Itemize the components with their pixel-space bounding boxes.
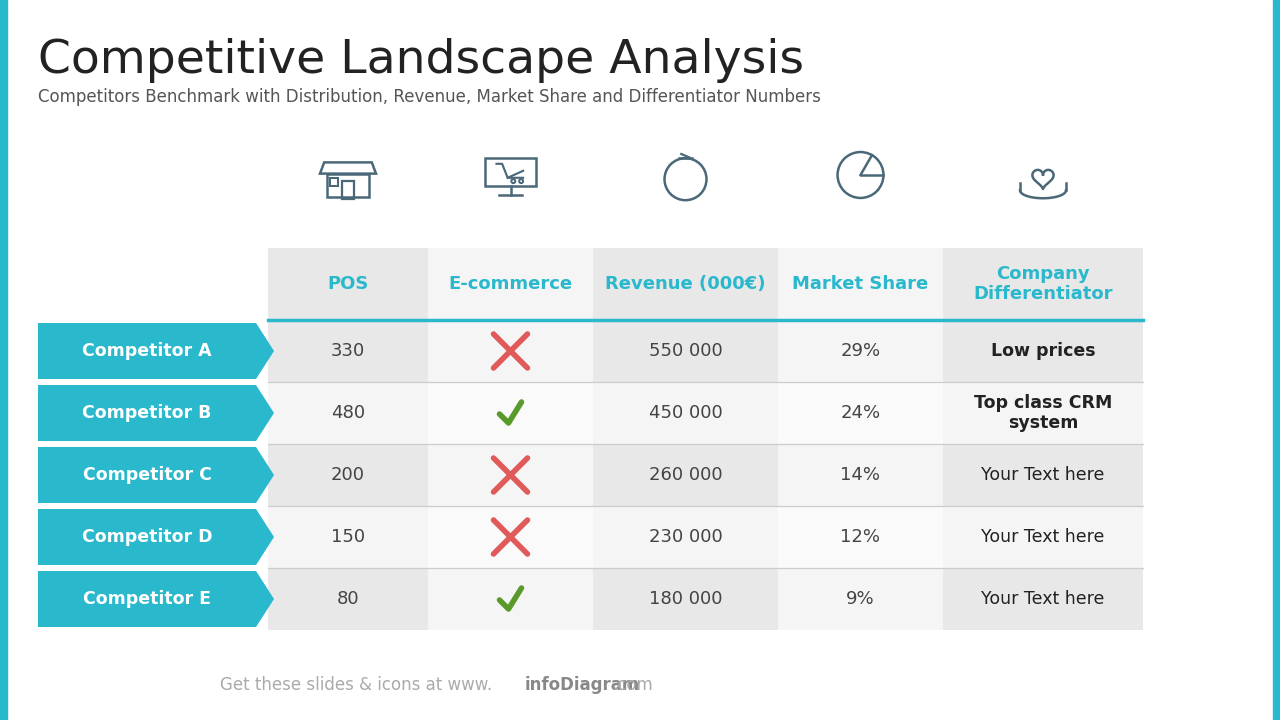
Text: .com: .com — [612, 676, 653, 694]
Bar — [943, 506, 1143, 568]
Bar — [778, 320, 943, 382]
Text: 450 000: 450 000 — [649, 404, 722, 422]
Text: 24%: 24% — [841, 404, 881, 422]
Bar — [428, 506, 593, 568]
Bar — [428, 382, 593, 444]
Text: 330: 330 — [330, 342, 365, 360]
Bar — [268, 248, 428, 320]
Text: Market Share: Market Share — [792, 275, 928, 293]
Text: Competitor D: Competitor D — [82, 528, 212, 546]
Bar — [593, 320, 778, 382]
Polygon shape — [38, 385, 274, 441]
Bar — [943, 444, 1143, 506]
Bar — [330, 178, 338, 186]
Text: 480: 480 — [332, 404, 365, 422]
Bar — [268, 320, 428, 382]
Bar — [268, 444, 428, 506]
Polygon shape — [38, 509, 274, 565]
Bar — [593, 382, 778, 444]
Bar — [943, 382, 1143, 444]
Bar — [593, 248, 778, 320]
Bar — [943, 320, 1143, 382]
Text: 80: 80 — [337, 590, 360, 608]
Text: Competitor A: Competitor A — [82, 342, 211, 360]
Bar — [778, 568, 943, 630]
Bar — [343, 181, 353, 199]
Text: 29%: 29% — [841, 342, 881, 360]
Text: 12%: 12% — [841, 528, 881, 546]
Text: Revenue (000€): Revenue (000€) — [605, 275, 765, 293]
Text: Competitor C: Competitor C — [83, 466, 211, 484]
Text: Your Text here: Your Text here — [982, 590, 1105, 608]
Bar — [428, 320, 593, 382]
Text: 200: 200 — [332, 466, 365, 484]
Bar — [268, 382, 428, 444]
Text: 180 000: 180 000 — [649, 590, 722, 608]
Text: Low prices: Low prices — [991, 342, 1096, 360]
Bar — [778, 248, 943, 320]
Bar — [428, 248, 593, 320]
Bar — [1274, 0, 1280, 720]
Bar — [593, 444, 778, 506]
Polygon shape — [38, 323, 274, 379]
Text: Company
Differentiator: Company Differentiator — [973, 265, 1112, 303]
Text: 260 000: 260 000 — [649, 466, 722, 484]
Text: Competitors Benchmark with Distribution, Revenue, Market Share and Differentiato: Competitors Benchmark with Distribution,… — [38, 88, 820, 106]
Text: 230 000: 230 000 — [649, 528, 722, 546]
Text: Competitor E: Competitor E — [83, 590, 211, 608]
Bar — [428, 568, 593, 630]
Bar — [485, 158, 536, 186]
Text: Competitive Landscape Analysis: Competitive Landscape Analysis — [38, 38, 804, 83]
Text: POS: POS — [328, 275, 369, 293]
Bar — [0, 0, 6, 720]
Text: 550 000: 550 000 — [649, 342, 722, 360]
Bar — [326, 174, 369, 197]
Text: E-commerce: E-commerce — [448, 275, 572, 293]
Bar — [593, 506, 778, 568]
Bar — [778, 382, 943, 444]
Text: 150: 150 — [332, 528, 365, 546]
Bar — [428, 444, 593, 506]
Text: infoDiagram: infoDiagram — [525, 676, 640, 694]
Polygon shape — [38, 571, 274, 627]
Bar — [778, 506, 943, 568]
Bar — [593, 568, 778, 630]
Text: 9%: 9% — [846, 590, 874, 608]
Text: Get these slides & icons at www.: Get these slides & icons at www. — [220, 676, 492, 694]
Text: 14%: 14% — [841, 466, 881, 484]
Text: Competitor B: Competitor B — [82, 404, 211, 422]
Bar — [268, 506, 428, 568]
Bar — [268, 568, 428, 630]
Polygon shape — [38, 447, 274, 503]
Bar — [778, 444, 943, 506]
Bar — [943, 568, 1143, 630]
Bar — [943, 248, 1143, 320]
Text: Top class CRM
system: Top class CRM system — [974, 394, 1112, 433]
Text: Your Text here: Your Text here — [982, 528, 1105, 546]
Text: Your Text here: Your Text here — [982, 466, 1105, 484]
